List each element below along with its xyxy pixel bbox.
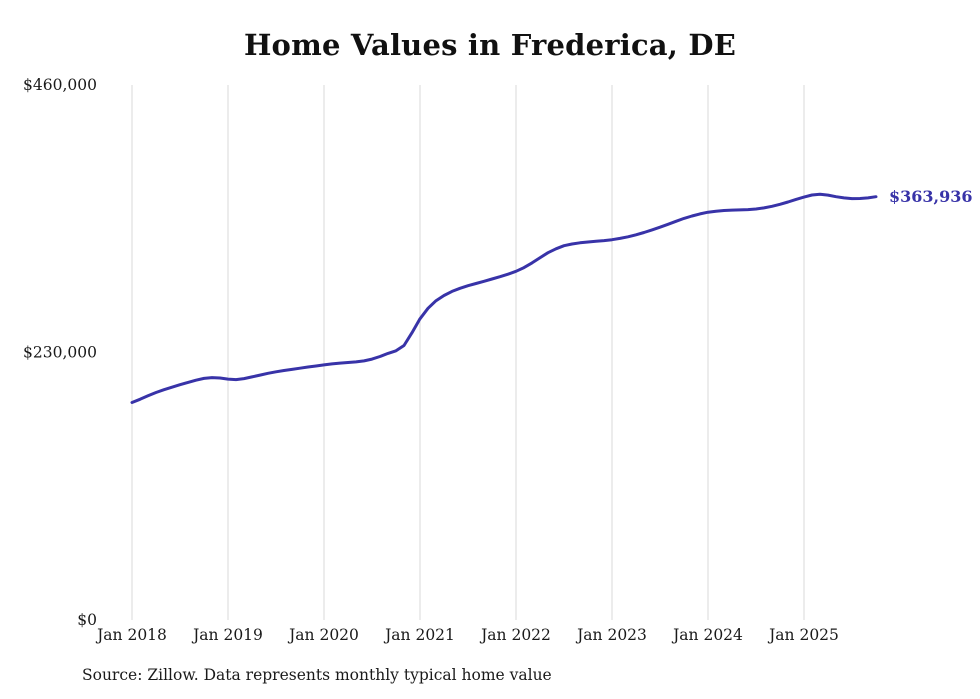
- x-axis-label: Jan 2025: [767, 626, 839, 644]
- y-axis-label: $230,000: [23, 344, 97, 362]
- x-axis-label: Jan 2021: [383, 626, 455, 644]
- current-value-label: $363,936: [889, 187, 973, 206]
- x-axis-label: Jan 2018: [95, 626, 167, 644]
- x-axis-label: Jan 2023: [575, 626, 647, 644]
- x-axis-label: Jan 2020: [287, 626, 359, 644]
- x-axis-label: Jan 2024: [671, 626, 743, 644]
- chart-title: Home Values in Frederica, DE: [243, 28, 737, 62]
- x-axis-label: Jan 2019: [191, 626, 263, 644]
- y-axis-label: $0: [77, 611, 97, 629]
- x-axis-label: Jan 2022: [479, 626, 551, 644]
- home-value-line: [130, 192, 878, 404]
- y-axis-label: $460,000: [23, 76, 97, 94]
- source-note: Source: Zillow. Data represents monthly …: [82, 666, 552, 684]
